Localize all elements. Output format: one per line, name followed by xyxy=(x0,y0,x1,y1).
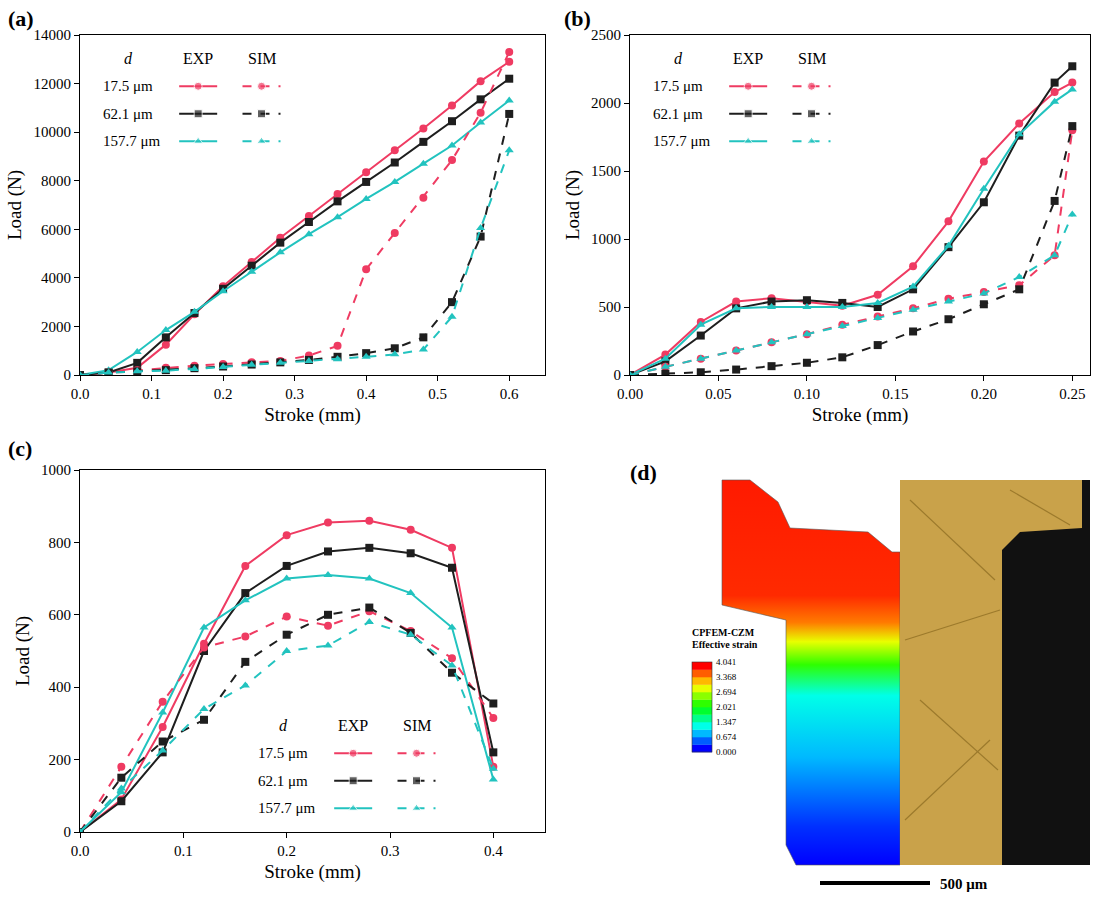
svg-text:12000: 12000 xyxy=(33,76,71,92)
svg-text:EXP: EXP xyxy=(338,717,368,734)
svg-text:157.7 μm: 157.7 μm xyxy=(258,800,316,816)
svg-text:157.7 μm: 157.7 μm xyxy=(103,133,161,149)
svg-text:200: 200 xyxy=(48,752,71,768)
svg-text:0.4: 0.4 xyxy=(484,843,503,859)
svg-text:0.20: 0.20 xyxy=(971,386,997,402)
svg-text:(c): (c) xyxy=(8,436,32,461)
svg-text:800: 800 xyxy=(48,535,71,551)
svg-text:0.000: 0.000 xyxy=(716,747,737,757)
svg-text:4000: 4000 xyxy=(41,270,71,286)
svg-text:0.5: 0.5 xyxy=(428,386,447,402)
svg-text:0: 0 xyxy=(63,824,71,840)
svg-text:6000: 6000 xyxy=(41,222,71,238)
svg-text:1.347: 1.347 xyxy=(716,717,737,727)
svg-text:SIM: SIM xyxy=(403,717,431,734)
svg-text:0.25: 0.25 xyxy=(1059,386,1085,402)
svg-text:3.368: 3.368 xyxy=(716,672,737,682)
svg-text:0.2: 0.2 xyxy=(214,386,233,402)
svg-text:1000: 1000 xyxy=(591,231,621,247)
svg-text:SIM: SIM xyxy=(798,50,826,67)
svg-text:0.0: 0.0 xyxy=(71,843,90,859)
svg-text:Stroke (mm): Stroke (mm) xyxy=(264,861,361,883)
svg-text:62.1 μm: 62.1 μm xyxy=(103,106,153,122)
svg-text:0.0: 0.0 xyxy=(71,386,90,402)
svg-text:2000: 2000 xyxy=(591,95,621,111)
svg-text:0.674: 0.674 xyxy=(716,732,737,742)
svg-text:CPFEM-CZM: CPFEM-CZM xyxy=(692,627,755,638)
svg-text:0.05: 0.05 xyxy=(705,386,731,402)
svg-text:400: 400 xyxy=(48,679,71,695)
svg-text:Effective strain: Effective strain xyxy=(692,639,758,650)
svg-text:(b): (b) xyxy=(564,6,591,31)
svg-text:1500: 1500 xyxy=(591,163,621,179)
svg-text:1000: 1000 xyxy=(41,462,71,478)
svg-text:0.15: 0.15 xyxy=(882,386,908,402)
svg-text:Load (N): Load (N) xyxy=(12,616,34,686)
svg-text:17.5 μm: 17.5 μm xyxy=(653,78,703,94)
svg-text:2000: 2000 xyxy=(41,319,71,335)
svg-text:2.694: 2.694 xyxy=(716,687,737,697)
svg-text:2.021: 2.021 xyxy=(716,702,736,712)
svg-text:2500: 2500 xyxy=(591,27,621,43)
svg-text:d: d xyxy=(674,50,683,67)
svg-text:0.6: 0.6 xyxy=(500,386,519,402)
svg-text:0.2: 0.2 xyxy=(277,843,296,859)
svg-text:10000: 10000 xyxy=(33,124,71,140)
svg-text:500: 500 xyxy=(598,299,621,315)
svg-text:157.7 μm: 157.7 μm xyxy=(653,133,711,149)
svg-text:Stroke (mm): Stroke (mm) xyxy=(264,404,361,426)
svg-text:Load (N): Load (N) xyxy=(562,170,584,240)
svg-text:500 μm: 500 μm xyxy=(940,876,988,892)
svg-text:0: 0 xyxy=(63,367,71,383)
svg-text:0.00: 0.00 xyxy=(617,386,643,402)
svg-text:600: 600 xyxy=(48,607,71,623)
svg-text:0.1: 0.1 xyxy=(142,386,161,402)
svg-text:0.3: 0.3 xyxy=(285,386,304,402)
svg-text:0.4: 0.4 xyxy=(357,386,376,402)
svg-text:14000: 14000 xyxy=(33,27,71,43)
svg-text:(a): (a) xyxy=(8,6,34,31)
svg-text:d: d xyxy=(279,717,288,734)
svg-text:17.5 μm: 17.5 μm xyxy=(103,78,153,94)
svg-text:0.3: 0.3 xyxy=(381,843,400,859)
svg-text:EXP: EXP xyxy=(733,50,763,67)
svg-text:17.5 μm: 17.5 μm xyxy=(258,745,308,761)
svg-text:EXP: EXP xyxy=(183,50,213,67)
svg-text:4.041: 4.041 xyxy=(716,657,736,667)
svg-text:SIM: SIM xyxy=(248,50,276,67)
svg-text:Load (N): Load (N) xyxy=(4,170,26,240)
svg-text:(d): (d) xyxy=(630,460,657,485)
svg-text:8000: 8000 xyxy=(41,173,71,189)
svg-text:0.1: 0.1 xyxy=(174,843,193,859)
svg-text:Stroke (mm): Stroke (mm) xyxy=(812,404,909,426)
svg-text:d: d xyxy=(124,50,133,67)
svg-text:0.10: 0.10 xyxy=(794,386,820,402)
svg-text:0: 0 xyxy=(613,367,621,383)
svg-text:62.1 μm: 62.1 μm xyxy=(653,106,703,122)
svg-text:62.1 μm: 62.1 μm xyxy=(258,773,308,789)
